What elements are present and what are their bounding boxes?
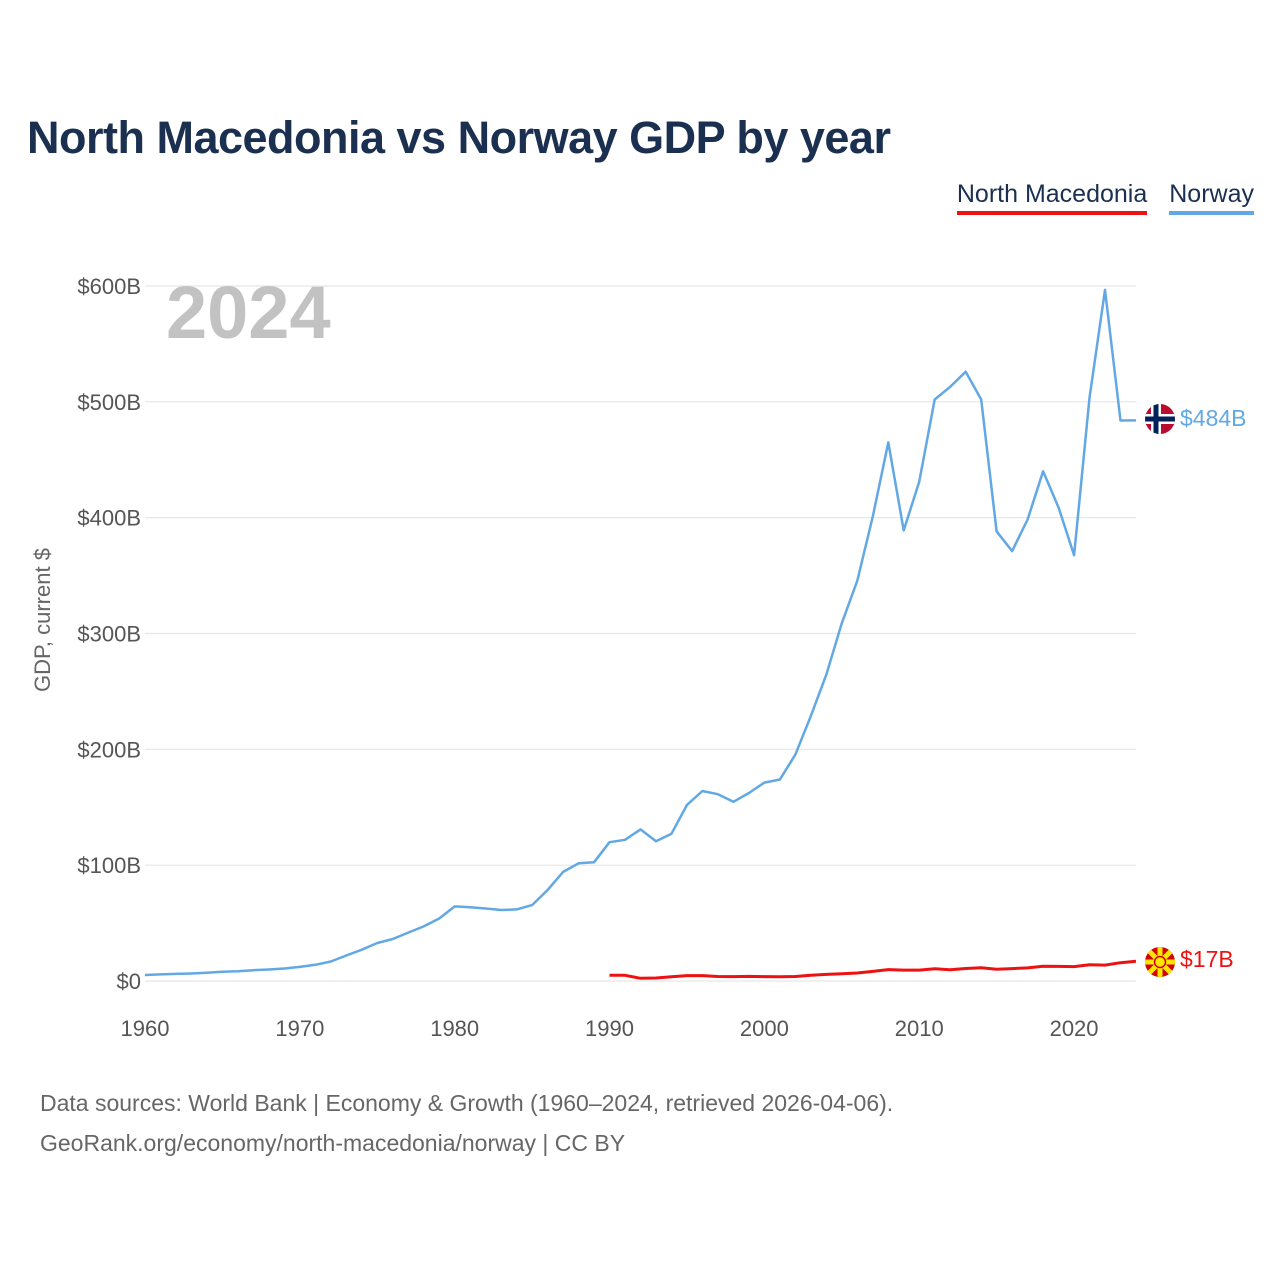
grid-lines <box>145 285 1136 982</box>
series-lines <box>144 288 1137 980</box>
y-tick-label: $100B <box>77 853 141 878</box>
y-axis-label: GDP, current $ <box>30 548 55 692</box>
north-macedonia-end-value-label: $17B <box>1180 946 1234 972</box>
chart-title: North Macedonia vs Norway GDP by year <box>27 112 891 163</box>
north-macedonia-flag-icon <box>1145 947 1175 977</box>
x-axis-ticks: 1960 1970 1980 1990 2000 2010 2020 <box>121 1016 1099 1041</box>
x-tick-label: 2010 <box>895 1016 944 1041</box>
line-chart: $0 $100B $200B $300B $400B $500B $600B 1960 197… <box>30 271 1247 1041</box>
x-tick-label: 2020 <box>1050 1016 1099 1041</box>
x-tick-label: 1990 <box>585 1016 634 1041</box>
y-tick-label: $200B <box>77 737 141 762</box>
current-year-label: 2024 <box>166 271 331 354</box>
x-tick-label: 1980 <box>430 1016 479 1041</box>
y-axis-ticks: $0 $100B $200B $300B $400B $500B $600B <box>77 274 141 994</box>
data-source-note: Data sources: World Bank | Economy & Gro… <box>40 1083 893 1163</box>
series-line-norway[interactable] <box>144 288 1137 977</box>
source-line-2[interactable]: GeoRank.org/economy/north-macedonia/norw… <box>40 1130 626 1156</box>
y-tick-label: $0 <box>117 969 141 994</box>
legend-item-norway[interactable]: Norway <box>1169 180 1254 215</box>
y-tick-label: $400B <box>77 506 141 531</box>
legend: North Macedonia Norway <box>956 180 1254 215</box>
series-line-north-macedonia[interactable] <box>609 959 1137 980</box>
y-tick-label: $500B <box>77 390 141 415</box>
y-tick-label: $300B <box>77 622 141 647</box>
norway-end-value-label: $484B <box>1180 405 1247 431</box>
source-line-1: Data sources: World Bank | Economy & Gro… <box>40 1090 894 1116</box>
y-tick-label: $600B <box>77 274 141 299</box>
x-tick-label: 1970 <box>275 1016 324 1041</box>
legend-item-north-macedonia[interactable]: North Macedonia <box>956 180 1148 215</box>
x-tick-label: 1960 <box>121 1016 170 1041</box>
norway-flag-icon <box>1145 404 1175 434</box>
x-tick-label: 2000 <box>740 1016 789 1041</box>
